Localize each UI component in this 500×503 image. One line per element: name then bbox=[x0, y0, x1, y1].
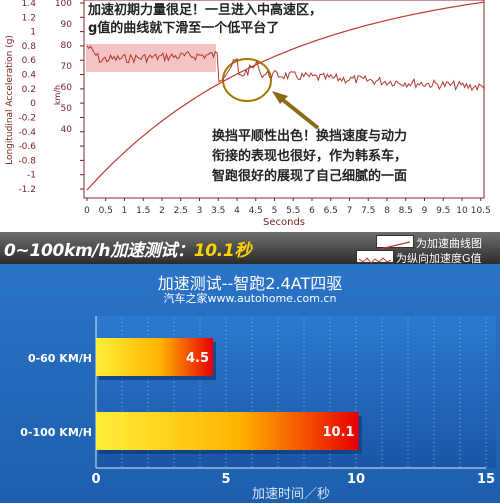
y-tick-label: -1 bbox=[27, 171, 36, 181]
y-axis-title: Longitudinal Acceleration (g) bbox=[5, 35, 15, 165]
x-tick-label: 10 bbox=[347, 472, 365, 487]
banner-title: 0~100km/h加速测试：10.1秒 bbox=[4, 236, 251, 261]
x-tick-label: 1 bbox=[122, 206, 128, 216]
bar bbox=[96, 338, 213, 376]
y-tick-label: 1.2 bbox=[22, 13, 36, 23]
y2-tick-label: 70 bbox=[61, 62, 73, 72]
annotation-early-acceleration: 加速初期力量很足！一旦进入中高速区， g值的曲线就下滑至一个低平台了 bbox=[88, 2, 323, 38]
y-tick-label: 1.4 bbox=[22, 0, 37, 9]
y-tick-label: -0.4 bbox=[18, 128, 36, 138]
x-tick-label: 3.5 bbox=[211, 206, 225, 216]
y-tick-label: 0.2 bbox=[22, 85, 36, 95]
shift-callout-ellipse bbox=[222, 58, 272, 102]
x-tick-label: 9.5 bbox=[436, 206, 450, 216]
acceleration-curve-chart: 1.4 1.2 1 0.8 0.6 0.4 0.2 0 -0.2 -0.4 -0.6 -0.8 -1 -1… bbox=[0, 0, 500, 232]
g-value-line bbox=[86, 45, 485, 92]
bar-chart-plot: 4.5 0-60 KM/H 10.1 0-100 KM/H 0 5 10 15 加速时间／秒 bbox=[20, 316, 496, 502]
x-tick-label: 5.5 bbox=[286, 206, 300, 216]
x-axis-title: 加速时间／秒 bbox=[252, 487, 330, 502]
bar-chart-source: 汽车之家www.autohome.com.cn bbox=[163, 292, 337, 305]
bar-value-label: 4.5 bbox=[186, 351, 209, 366]
x-tick-label: 5 bbox=[272, 206, 278, 216]
callout-arrow bbox=[276, 94, 320, 130]
x-tick-label: 6.5 bbox=[324, 206, 338, 216]
banner-title-prefix: 0~100km/h加速测试： bbox=[4, 241, 194, 261]
x-tick-label: 7.5 bbox=[361, 206, 375, 216]
bar-value-label: 10.1 bbox=[323, 425, 355, 440]
speed-curve-line bbox=[86, 1, 485, 191]
x-tick-label: 0.5 bbox=[99, 206, 113, 216]
banner-title-value: 10.1秒 bbox=[193, 241, 252, 261]
x-tick-label: 6 bbox=[309, 206, 315, 216]
y2-axis-title: km/h bbox=[53, 85, 62, 105]
y-tick-label: -1.2 bbox=[18, 185, 36, 195]
y2-tick-label: 40 bbox=[61, 125, 73, 135]
x-tick-label: 3 bbox=[197, 206, 203, 216]
wave-swatch-icon bbox=[356, 250, 394, 264]
annotation-line: 智跑很好的展现了自己细腻的一面 bbox=[212, 169, 408, 184]
x-tick-label: 9 bbox=[422, 206, 428, 216]
bar-chart-title: 加速测试--智跑2.4AT四驱 bbox=[157, 274, 343, 293]
x-tick-label: 15 bbox=[477, 472, 495, 487]
annotation-line: 衔接的表现也很好，作为韩系车， bbox=[212, 149, 408, 164]
y-tick-label: -0.6 bbox=[18, 142, 36, 152]
x-tick-label: 8 bbox=[384, 206, 390, 216]
callout-arrowhead bbox=[272, 91, 288, 104]
bar bbox=[96, 412, 359, 450]
y-tick-label: -0.2 bbox=[18, 113, 36, 123]
x-tick-label: 2.5 bbox=[174, 206, 188, 216]
legend-g-value: 为纵向加速度G值 bbox=[396, 252, 482, 265]
x-tick-label: 8.5 bbox=[399, 206, 413, 216]
x-tick-label: 4 bbox=[234, 206, 240, 216]
x-tick-label: 10.5 bbox=[471, 206, 491, 216]
y-tick-label: 1 bbox=[30, 28, 36, 38]
y-tick-label: -0.8 bbox=[18, 156, 36, 166]
x-tick-label: 5 bbox=[221, 472, 230, 487]
y2-tick-label: 50 bbox=[61, 104, 73, 114]
x-tick-label: 10 bbox=[456, 206, 468, 216]
y2-tick-label: 80 bbox=[61, 41, 73, 51]
result-banner: 0~100km/h加速测试：10.1秒 为加速曲线图 为纵向加速度G值 bbox=[0, 232, 500, 265]
x-tick-label: 7 bbox=[347, 206, 353, 216]
y-tick-label: 0.8 bbox=[22, 42, 37, 52]
x-tick-label: 1.5 bbox=[136, 206, 150, 216]
annotation-line: g值的曲线就下滑至一个低平台了 bbox=[88, 21, 280, 36]
line-swatch-icon bbox=[376, 235, 414, 250]
y2-tick-label: 100 bbox=[55, 0, 72, 9]
annotation-shift-quality: 换挡平顺性出色！换挡速度与动力 衔接的表现也很好，作为韩系车， 智跑很好的展现了… bbox=[212, 127, 407, 187]
acceleration-bar-chart: 加速测试--智跑2.4AT四驱 汽车之家www.autohome.com.cn … bbox=[0, 264, 500, 503]
x-tick-label: 4.5 bbox=[249, 206, 263, 216]
x-tick-label: 0 bbox=[91, 472, 100, 487]
y2-tick-label: 90 bbox=[61, 20, 73, 30]
y-tick-label: 0.6 bbox=[22, 56, 37, 66]
annotation-line: 加速初期力量很足！一旦进入中高速区， bbox=[88, 3, 323, 18]
y-tick-label: 0.4 bbox=[22, 71, 37, 81]
legend-speed-curve: 为加速曲线图 bbox=[416, 237, 482, 250]
annotation-line: 换挡平顺性出色！换挡速度与动力 bbox=[212, 129, 408, 144]
x-tick-label: 0 bbox=[84, 206, 90, 216]
x-axis-title: Seconds bbox=[263, 217, 305, 228]
y2-tick-label: 60 bbox=[61, 83, 73, 93]
category-label: 0-100 KM/H bbox=[20, 426, 92, 439]
category-label: 0-60 KM/H bbox=[28, 352, 92, 365]
y-tick-label: 0 bbox=[30, 99, 36, 109]
x-tick-label: 2 bbox=[159, 206, 165, 216]
